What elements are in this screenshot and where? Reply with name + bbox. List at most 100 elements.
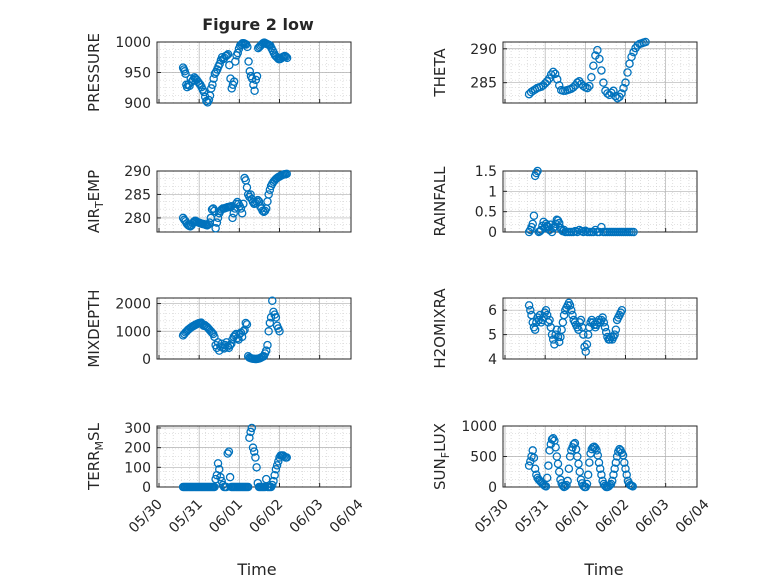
data-point xyxy=(206,84,216,93)
data-point xyxy=(609,470,618,480)
data-point xyxy=(595,227,604,237)
data-point xyxy=(534,227,543,237)
data-point xyxy=(595,54,604,64)
data-point xyxy=(547,227,557,237)
data-point xyxy=(249,447,259,456)
data-point xyxy=(248,443,258,452)
data-point xyxy=(619,83,628,93)
data-point xyxy=(264,190,273,199)
subplot-3: 280 285 290 AIRTEMP xyxy=(85,164,352,233)
data-point xyxy=(528,219,537,229)
y-axis-label: PRESSURE xyxy=(85,33,103,112)
data-point xyxy=(621,78,630,87)
data-point xyxy=(579,227,588,237)
axes-box xyxy=(502,41,698,104)
data-point xyxy=(245,433,254,443)
data-point xyxy=(605,480,615,490)
data-point xyxy=(224,447,234,456)
data-point xyxy=(599,318,609,327)
data-point xyxy=(598,313,607,322)
data-point xyxy=(597,66,606,75)
data-point xyxy=(541,482,551,491)
data-point xyxy=(213,459,223,468)
data-point xyxy=(265,318,275,328)
y-axis-label: SUNFLUX xyxy=(431,423,452,490)
data-point xyxy=(262,346,271,355)
data-point xyxy=(583,83,592,93)
data-point xyxy=(229,208,238,218)
data-point xyxy=(589,227,598,237)
x-tick-label: 05/31 xyxy=(512,497,552,537)
data-point xyxy=(600,323,610,332)
data-point xyxy=(252,463,261,472)
data-point xyxy=(561,482,570,491)
data-point xyxy=(550,340,559,349)
data-point xyxy=(583,470,593,480)
x-tick-label: 05/30 xyxy=(126,497,166,537)
data-point xyxy=(551,443,560,452)
data-point xyxy=(225,472,235,482)
data-point xyxy=(241,318,251,328)
data-point xyxy=(580,342,589,352)
y-tick-label: 1000 xyxy=(115,324,151,340)
data-point xyxy=(530,464,540,473)
data-point xyxy=(575,467,584,476)
data-point xyxy=(542,473,552,483)
data-point xyxy=(229,77,239,86)
data-point xyxy=(207,328,217,337)
subplot-5: 0 1000 2000 MIXDEPTH xyxy=(85,289,352,368)
data-point xyxy=(242,320,252,329)
y-axis-label: MIXDEPTH xyxy=(85,289,103,367)
y-tick-label: 1.5 xyxy=(475,164,497,180)
data-point xyxy=(623,68,632,77)
x-tick-label: 06/01 xyxy=(206,497,246,537)
y-axis-label: THETA xyxy=(431,48,449,98)
data-point xyxy=(587,444,597,454)
data-point xyxy=(247,74,257,83)
data-point xyxy=(611,458,621,467)
x-tick-label: 06/02 xyxy=(246,497,286,537)
data-point xyxy=(181,69,190,78)
data-point xyxy=(567,305,576,315)
data-point xyxy=(562,480,571,490)
data-point xyxy=(570,438,580,448)
data-point xyxy=(208,80,217,89)
data-point xyxy=(529,211,539,220)
data-point xyxy=(608,476,617,486)
data-point xyxy=(579,81,588,91)
data-point xyxy=(593,45,602,55)
data-point xyxy=(271,313,281,322)
data-point xyxy=(582,479,592,489)
x-tick-label: 05/30 xyxy=(472,497,512,537)
data-point xyxy=(617,89,626,98)
data-point xyxy=(216,472,225,482)
y-axis-label: AIRTEMP xyxy=(85,170,106,233)
data-point xyxy=(582,340,592,349)
data-point xyxy=(554,467,564,476)
data-point xyxy=(243,482,253,492)
data-point xyxy=(204,95,214,105)
y-tick-label: 285 xyxy=(470,76,497,92)
data-point xyxy=(620,458,629,467)
y-axis-label: TERRMSL xyxy=(85,422,106,491)
data-point xyxy=(611,325,621,334)
data-point xyxy=(263,340,272,350)
data-point xyxy=(282,453,291,462)
data-point xyxy=(237,208,247,218)
data-point xyxy=(539,480,548,489)
data-point xyxy=(282,53,292,63)
data-point xyxy=(281,52,291,61)
y-axis-label: RAINFALL xyxy=(431,166,449,237)
data-point xyxy=(628,482,637,491)
data-point xyxy=(641,37,650,47)
axes-box xyxy=(502,297,698,360)
data-point xyxy=(245,67,255,76)
data-point xyxy=(249,80,258,89)
data-point xyxy=(247,423,257,433)
y-tick-label: 0.5 xyxy=(475,205,497,221)
data-point xyxy=(222,51,232,60)
y-tick-label: 280 xyxy=(124,211,151,227)
x-tick-label: 06/02 xyxy=(592,497,632,537)
